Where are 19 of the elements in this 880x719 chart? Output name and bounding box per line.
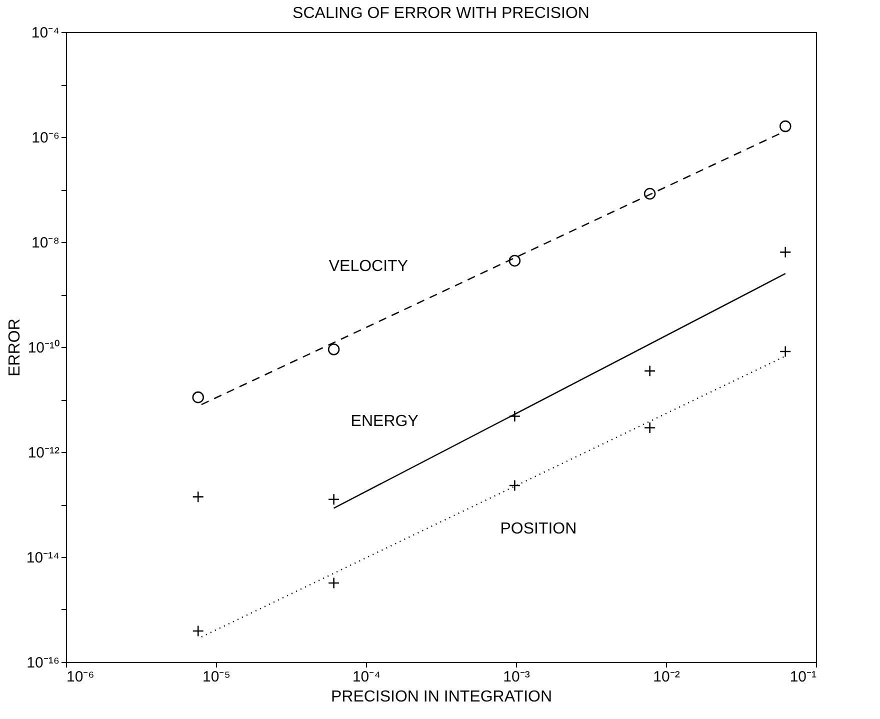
x-tick-label: 10⁻⁴ <box>352 668 381 686</box>
series-label: VELOCITY <box>328 258 408 275</box>
x-tick-label: 10⁻¹ <box>790 668 816 686</box>
x-tick-label: 10⁻⁵ <box>202 668 230 686</box>
x-axis-title: PRECISION IN INTEGRATION <box>330 688 552 706</box>
series-label: ENERGY <box>350 412 419 430</box>
y-tick-label: 10⁻¹⁰ <box>28 340 60 356</box>
y-tick-label: 10⁻⁴ <box>31 24 60 42</box>
y-tick-label: 10⁻⁸ <box>31 234 60 252</box>
x-tick-label: 10⁻⁶ <box>66 668 94 686</box>
y-tick-label: 10⁻¹² <box>28 444 60 462</box>
series-label: POSITION <box>500 520 577 538</box>
x-tick-label: 10⁻² <box>653 668 680 686</box>
y-tick-label: 10⁻⁶ <box>32 130 60 146</box>
chart-title: SCALING OF ERROR WITH PRECISION <box>292 5 590 22</box>
y-tick-label: 10⁻¹⁴ <box>26 550 60 566</box>
y-tick-label: 10⁻¹⁶ <box>26 654 60 672</box>
y-axis-title: ERROR <box>6 318 24 376</box>
x-tick-label: 10⁻³ <box>503 668 530 686</box>
